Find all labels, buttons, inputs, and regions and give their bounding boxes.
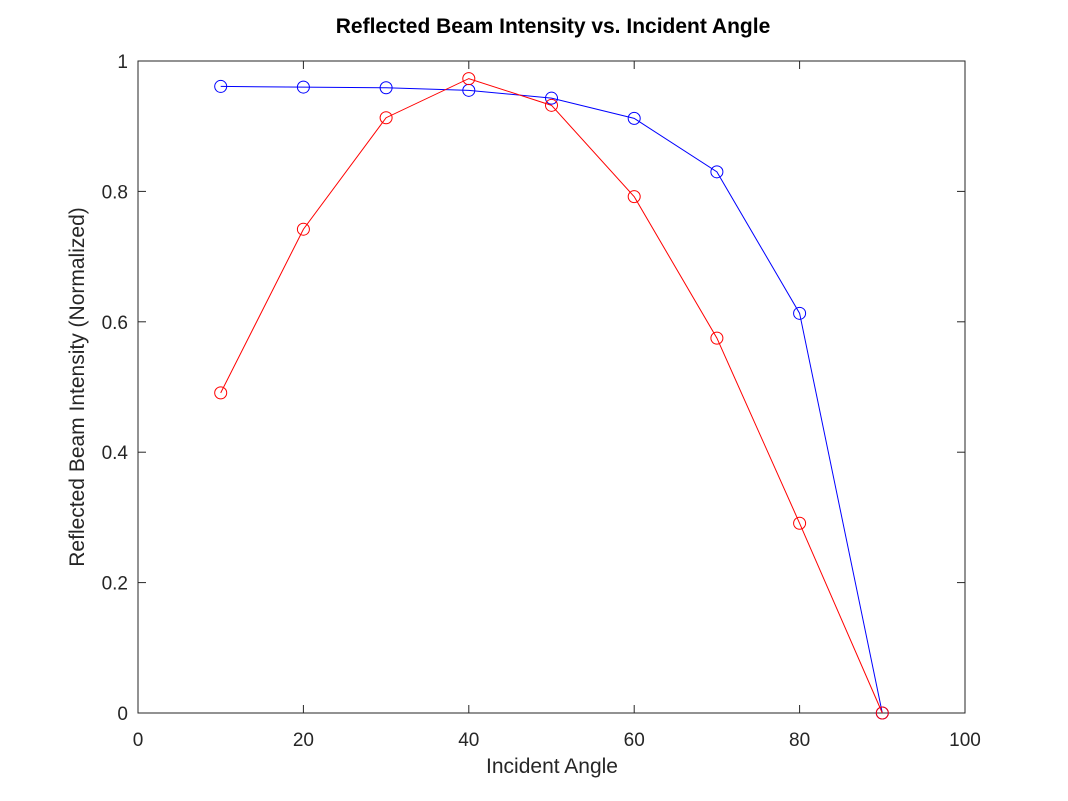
series-2-point xyxy=(875,706,889,720)
series-2-point xyxy=(462,72,476,86)
series-1-point xyxy=(627,111,641,125)
y-axis-title: Reflected Beam Intensity (Normalized) xyxy=(66,207,89,566)
x-tick-label: 100 xyxy=(949,730,981,751)
series-2-point xyxy=(710,331,724,345)
series-1-line xyxy=(220,85,883,714)
x-tick-label: 80 xyxy=(789,730,810,751)
series-2-point xyxy=(793,516,807,530)
x-tick-label: 0 xyxy=(133,730,144,751)
series-1-point xyxy=(379,81,393,95)
plot-area: 0 20 40 60 80 100 0 0.2 0.4 0.6 0.8 1 xyxy=(102,52,981,751)
y-tick-label: 0 xyxy=(117,704,128,725)
series-2-point xyxy=(545,98,558,112)
y-tick-label: 1 xyxy=(117,52,128,73)
y-tick-label: 0.8 xyxy=(102,182,128,203)
series-2-point xyxy=(296,222,310,236)
series-1-point xyxy=(296,80,310,94)
series-2-point xyxy=(214,386,228,400)
x-tick-label: 20 xyxy=(293,730,314,751)
y-tick-label: 0.4 xyxy=(102,443,129,464)
series-2-point xyxy=(379,111,393,125)
y-tick-label: 0.2 xyxy=(102,574,128,595)
chart-title: Reflected Beam Intensity vs. Incident An… xyxy=(336,15,771,38)
x-axis-title: Incident Angle xyxy=(486,755,618,778)
series-2-line xyxy=(220,78,883,714)
series-1-point xyxy=(214,79,228,93)
x-tick-label: 40 xyxy=(458,730,479,751)
series-1-point xyxy=(793,306,807,320)
series-1-point xyxy=(545,91,558,105)
x-tick-label: 60 xyxy=(624,730,645,751)
series-2-point xyxy=(627,190,641,204)
axes-frame xyxy=(137,60,966,714)
y-tick-label: 0.6 xyxy=(102,313,128,334)
series-1-point xyxy=(710,165,724,179)
